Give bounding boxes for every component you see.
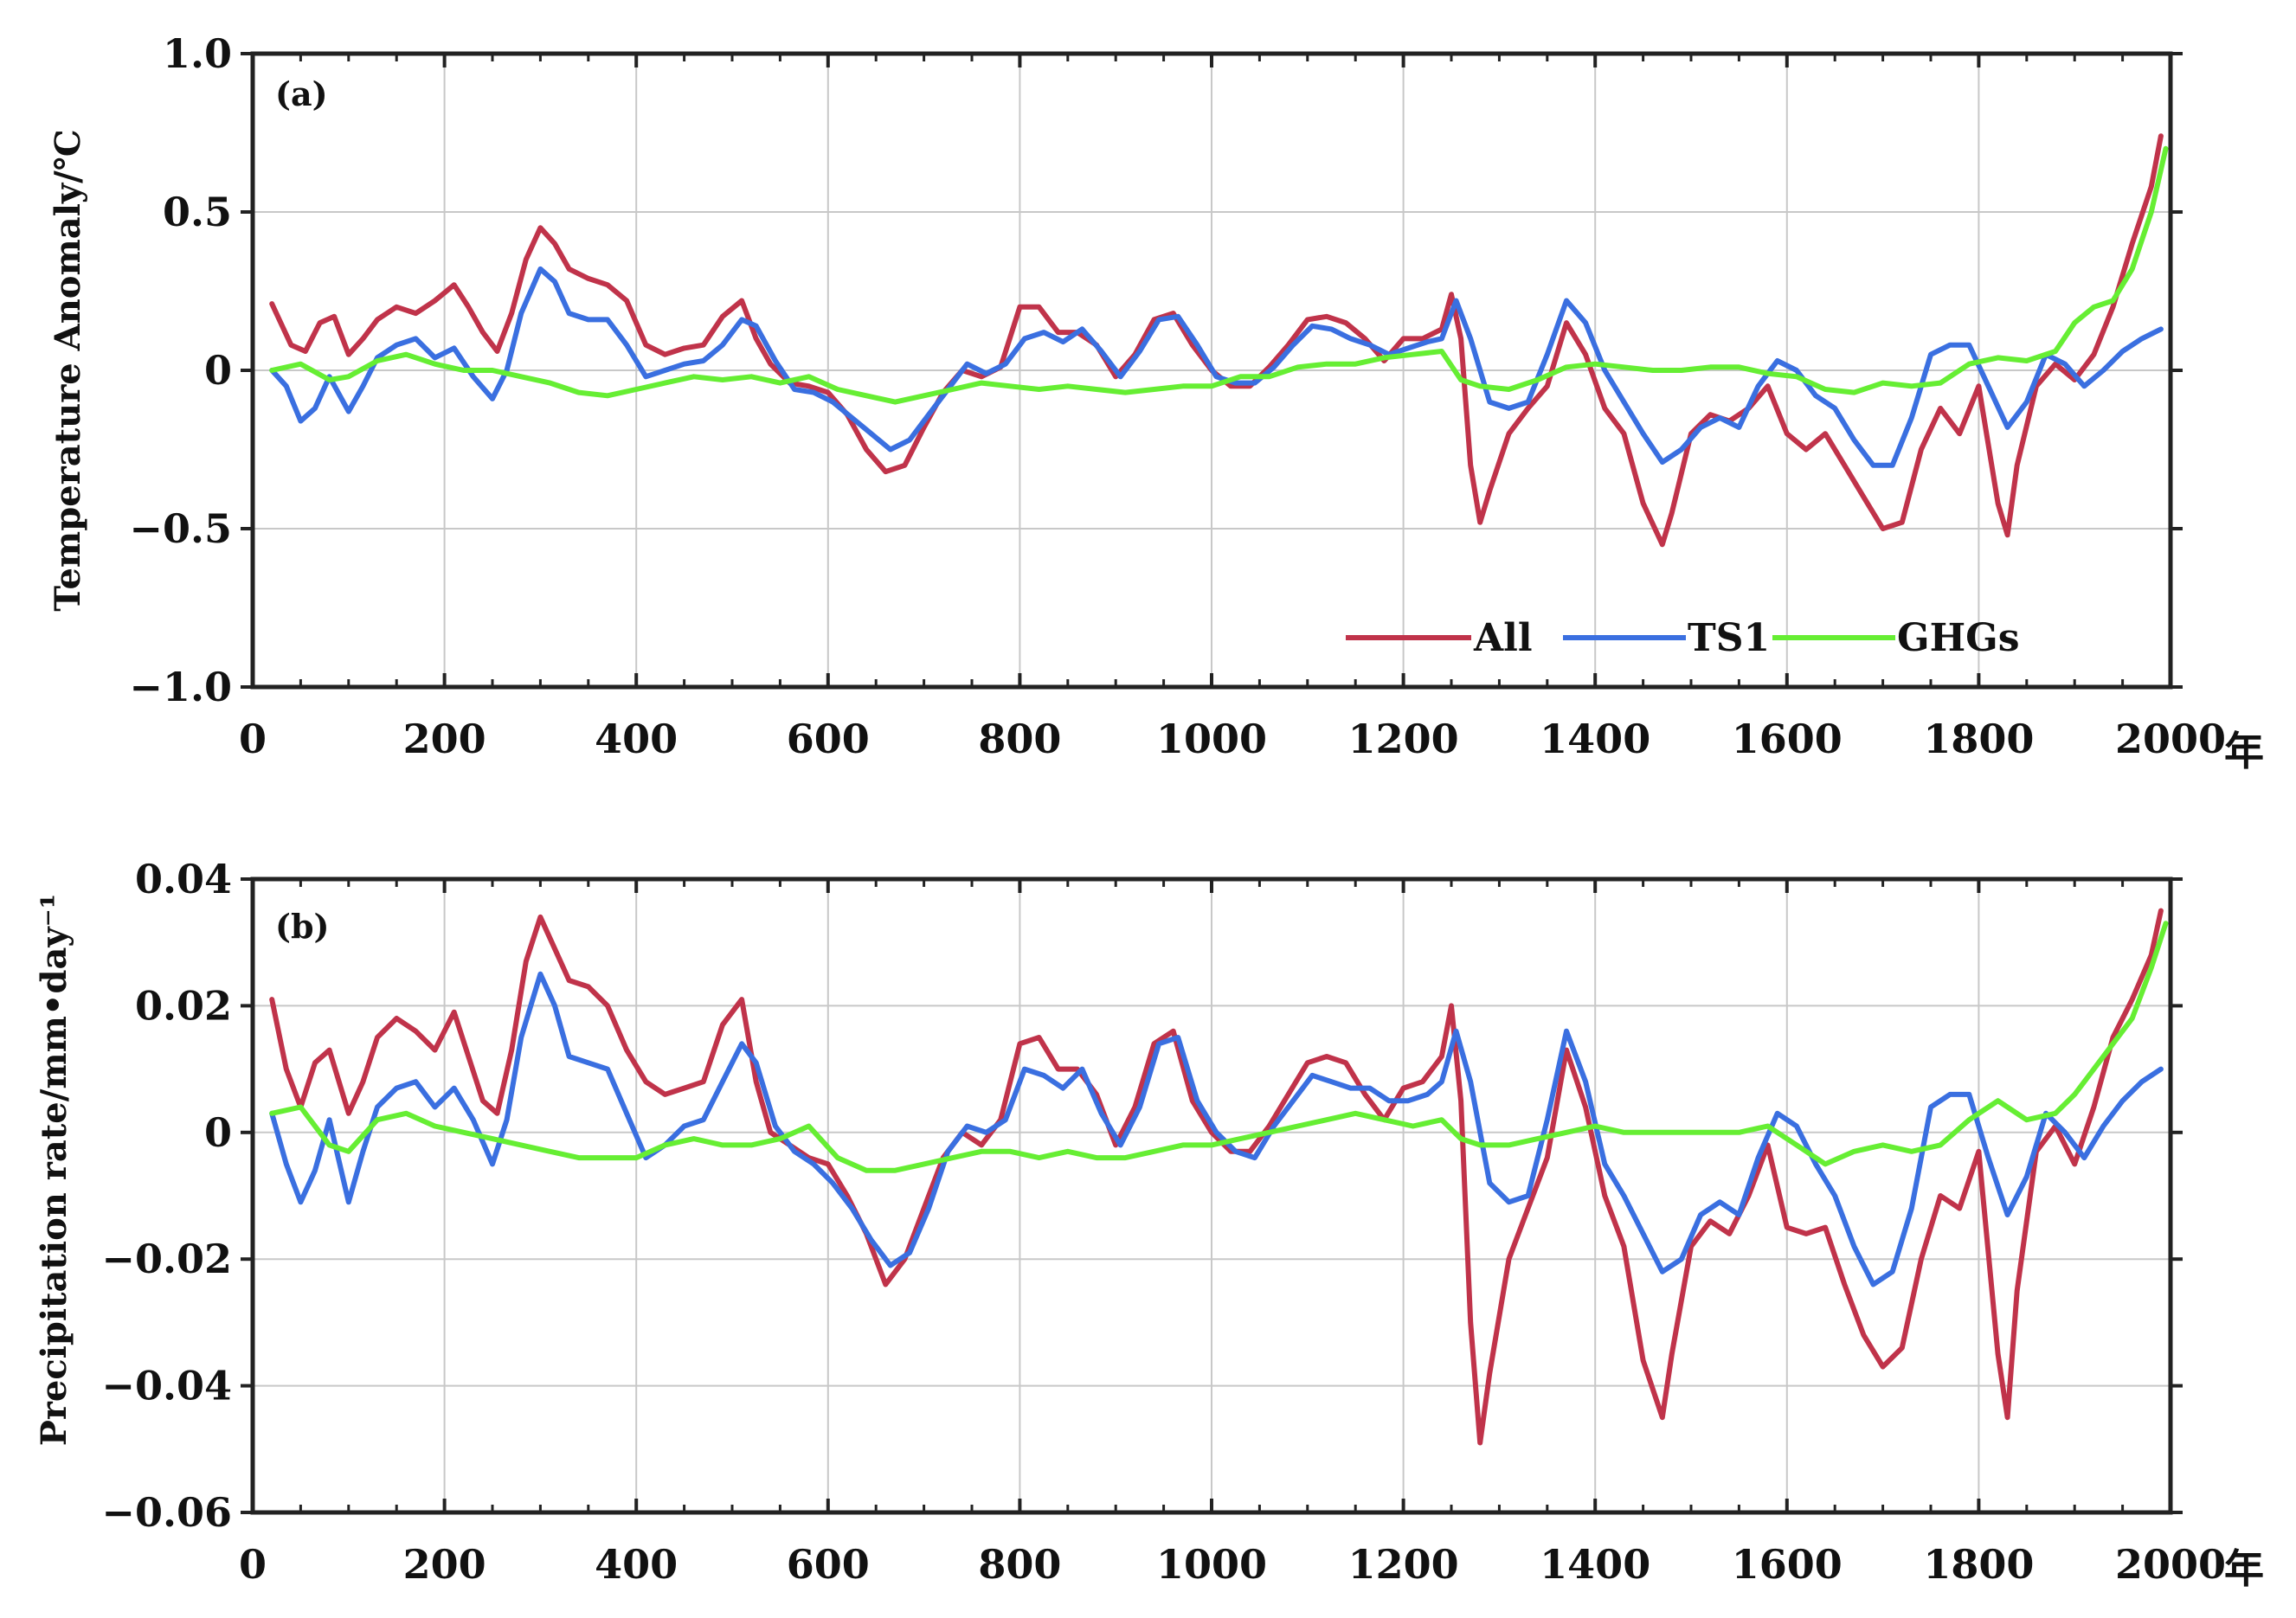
panel-b-series-ts1-line xyxy=(269,971,2164,1287)
panel-b-x-tick-label-400: 400 xyxy=(595,1541,678,1588)
panel-b-y-tick-label-4: 0.02 xyxy=(135,982,232,1029)
panel-a-x-tick-label-200: 200 xyxy=(403,716,486,762)
panel-b-x-tick-label-1600: 1600 xyxy=(1732,1541,1843,1588)
panel-b-series-ghgs-line xyxy=(269,921,2169,1173)
panel-b-precipitation: 0 200 400 600 800 1000 1200 1400 1600 1800 2000 −0.… xyxy=(34,856,2264,1592)
panel-a-x-tick-label-0: 0 xyxy=(239,716,267,762)
panel-a-y-tick-label-4: 1.0 xyxy=(163,30,232,77)
panel-a-y-tick-label-3: 0.5 xyxy=(163,189,232,235)
panel-a-series-ghgs-line xyxy=(269,145,2169,405)
panel-a-y-tick-label-1: −0.5 xyxy=(129,505,232,552)
legend-ghgs-label: GHGs xyxy=(1897,616,2020,660)
panel-a-x-tick-label-1200: 1200 xyxy=(1348,716,1459,762)
panel-a-series xyxy=(269,133,2169,548)
panel-a-x-tick-label-1400: 1400 xyxy=(1540,716,1650,762)
panel-b-label: (b) xyxy=(275,907,330,946)
panel-b-ticks: 0 200 400 600 800 1000 1200 1400 1600 1800 2000 −0.… xyxy=(101,856,2226,1588)
panel-a-x-unit-label: 年 xyxy=(2224,728,2264,774)
panel-b-x-tick-label-1000: 1000 xyxy=(1156,1541,1267,1588)
panel-b-x-tick-label-600: 600 xyxy=(787,1541,870,1588)
panel-b-y-tick-label-0: −0.06 xyxy=(101,1489,232,1536)
panel-b-x-tick-label-1400: 1400 xyxy=(1540,1541,1650,1588)
panel-a-x-tick-label-800: 800 xyxy=(978,716,1061,762)
panel-b-x-tick-label-800: 800 xyxy=(978,1541,1061,1588)
panel-b-x-tick-label-200: 200 xyxy=(403,1541,486,1588)
panel-b-y-tick-label-5: 0.04 xyxy=(135,856,232,902)
panel-a-x-tick-label-1600: 1600 xyxy=(1732,716,1843,762)
panel-b-y-tick-label-3: 0 xyxy=(204,1109,232,1156)
panel-b-y-tick-label-2: −0.02 xyxy=(101,1236,232,1282)
panel-a-label: (a) xyxy=(275,74,328,113)
panel-a-y-tick-label-0: −1.0 xyxy=(129,664,232,710)
panel-b-y-axis-label: Precipitation rate/mm•day⁻¹ xyxy=(34,894,74,1447)
panel-a-x-tick-label-1800: 1800 xyxy=(1923,716,2034,762)
panel-a-x-tick-label-600: 600 xyxy=(787,716,870,762)
panel-a-x-tick-label-400: 400 xyxy=(595,716,678,762)
panel-b-series xyxy=(269,908,2169,1446)
panel-b-x-tick-label-0: 0 xyxy=(239,1541,267,1588)
panel-a-x-tick-label-1000: 1000 xyxy=(1156,716,1267,762)
panel-b-x-tick-label-1800: 1800 xyxy=(1923,1541,2034,1588)
panel-a-y-tick-label-2: 0 xyxy=(204,347,232,394)
panel-b-y-tick-label-1: −0.04 xyxy=(101,1363,232,1409)
panel-a-x-tick-label-2000: 2000 xyxy=(2115,716,2226,762)
legend-ts1-label: TS1 xyxy=(1688,616,1770,660)
panel-a-ticks: 0 200 400 600 800 1000 1200 1400 1600 1800 2000 −1.… xyxy=(129,30,2226,762)
legend: All TS1 GHGs xyxy=(1346,616,2020,660)
panel-a-temperature: 0 200 400 600 800 1000 1200 1400 1600 1800 2000 −1.… xyxy=(48,30,2264,774)
panel-b-x-tick-label-2000: 2000 xyxy=(2115,1541,2226,1588)
legend-all-label: All xyxy=(1473,616,1533,660)
panel-a-y-axis-label: Temperature Anomaly/℃ xyxy=(48,129,88,611)
panel-b-x-tick-label-1200: 1200 xyxy=(1348,1541,1459,1588)
panel-b-x-unit-label: 年 xyxy=(2224,1545,2264,1592)
panel-a-series-ts1-line xyxy=(269,266,2164,468)
